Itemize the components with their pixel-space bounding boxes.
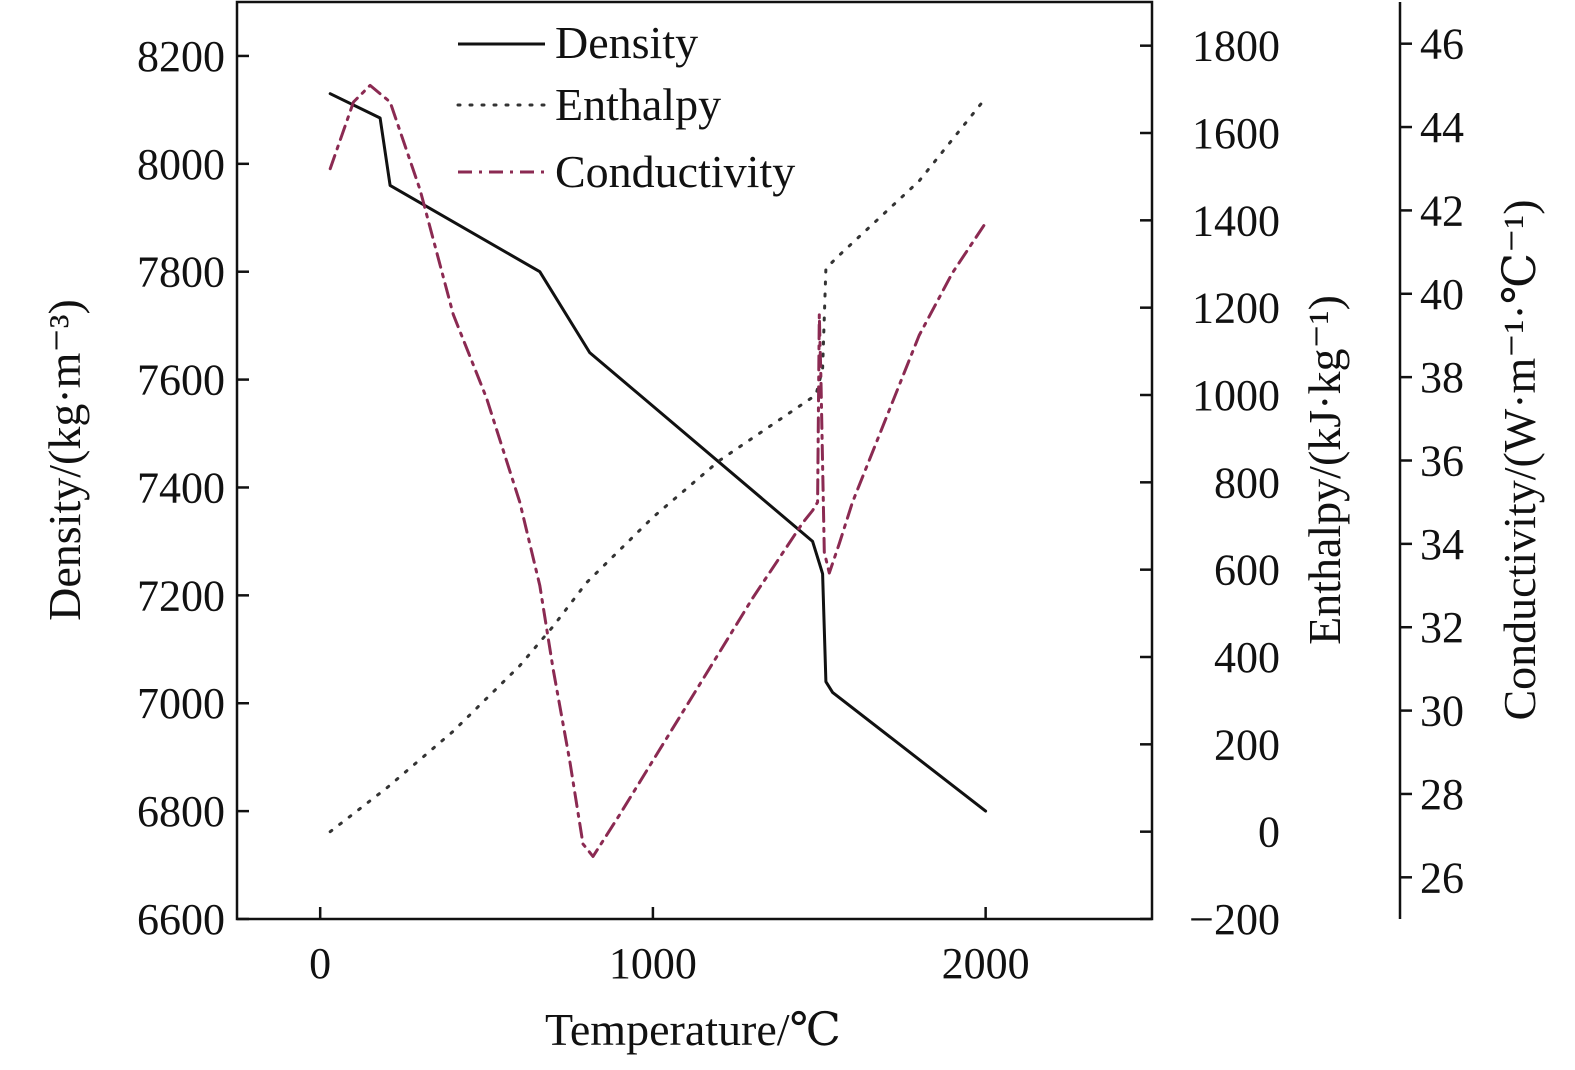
x-tick-label: 2000 — [942, 939, 1030, 988]
plot-frame — [235, 0, 1154, 921]
x-tick-label: 0 — [309, 939, 331, 988]
series-line-conductivity — [328, 83, 988, 858]
density-tick-label: 7600 — [137, 356, 225, 405]
x-tick-label: 1000 — [609, 939, 697, 988]
enthalpy-axis: −200 0 200 400 600 800 1000 1200 1400 1600 1800 — [1140, 22, 1280, 944]
conductivity-tick-label: 30 — [1420, 687, 1464, 736]
density-axis-title: Density/(kg·m⁻³) — [39, 299, 90, 621]
conductivity-axis: 26 28 30 32 34 36 38 40 42 44 46 — [1400, 20, 1464, 902]
x-axis-title: Temperature/℃ — [545, 1004, 841, 1055]
enthalpy-tick-label: 1600 — [1192, 109, 1280, 158]
enthalpy-tick-label: 1000 — [1192, 371, 1280, 420]
series-line-density — [328, 92, 988, 813]
enthalpy-tick-label: 600 — [1214, 546, 1280, 595]
conductivity-tick-label: 26 — [1420, 853, 1464, 902]
legend: Density Enthalpy Conductivity — [456, 17, 795, 197]
density-tick-label: 7800 — [137, 248, 225, 297]
legend-label-density: Density — [555, 17, 698, 68]
conductivity-tick-label: 40 — [1420, 270, 1464, 319]
conductivity-axis-title: Conductivity/(W·m⁻¹·℃⁻¹) — [1494, 199, 1545, 720]
conductivity-tick-label: 36 — [1420, 437, 1464, 486]
density-tick-label: 6800 — [137, 787, 225, 836]
conductivity-tick-label: 44 — [1420, 103, 1464, 152]
density-tick-label: 7000 — [137, 679, 225, 728]
enthalpy-tick-label: 1400 — [1192, 196, 1280, 245]
legend-label-enthalpy: Enthalpy — [555, 79, 721, 130]
density-tick-label: 8000 — [137, 140, 225, 189]
enthalpy-axis-title: Enthalpy/(kJ·kg⁻¹) — [1299, 295, 1350, 645]
enthalpy-tick-label: 200 — [1214, 720, 1280, 769]
enthalpy-tick-label: −200 — [1189, 895, 1280, 944]
enthalpy-tick-label: 1800 — [1192, 22, 1280, 71]
enthalpy-tick-label: 800 — [1214, 458, 1280, 507]
conductivity-tick-label: 34 — [1420, 520, 1464, 569]
conductivity-tick-label: 42 — [1420, 186, 1464, 235]
x-axis: 0 1000 2000 — [309, 907, 1030, 988]
conductivity-tick-label: 46 — [1420, 20, 1464, 69]
enthalpy-tick-label: 400 — [1214, 633, 1280, 682]
density-axis: 6600 6800 7000 7200 7400 7600 7800 8000 8200 — [137, 32, 249, 944]
legend-label-conductivity: Conductivity — [555, 146, 795, 197]
enthalpy-tick-label: 0 — [1258, 808, 1280, 857]
series-layer — [328, 83, 988, 858]
density-tick-label: 6600 — [137, 895, 225, 944]
density-tick-label: 7200 — [137, 571, 225, 620]
conductivity-tick-label: 32 — [1420, 603, 1464, 652]
density-tick-label: 7400 — [137, 463, 225, 512]
density-tick-label: 8200 — [137, 32, 225, 81]
conductivity-tick-label: 38 — [1420, 353, 1464, 402]
enthalpy-tick-label: 1200 — [1192, 284, 1280, 333]
conductivity-tick-label: 28 — [1420, 770, 1464, 819]
